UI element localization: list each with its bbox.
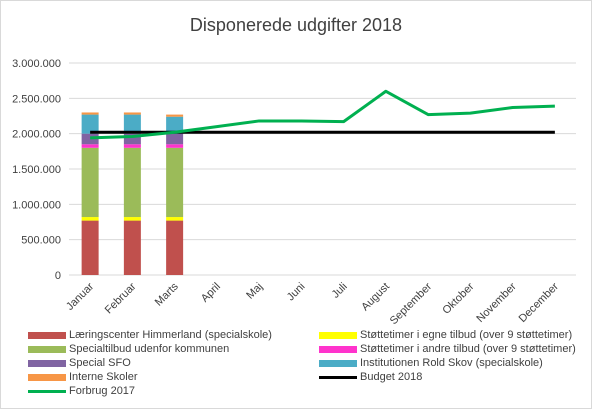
y-tick-label: 1.000.000 xyxy=(12,199,61,211)
bar-segment xyxy=(166,133,184,145)
bar-segment xyxy=(166,220,184,275)
bar-segment xyxy=(81,217,99,221)
chart-title: Disponerede udgifter 2018 xyxy=(189,15,403,35)
bar-segment xyxy=(166,147,184,218)
bar-segment xyxy=(166,217,184,221)
x-tick-label: Marts xyxy=(153,280,181,308)
bar-segment xyxy=(81,112,99,115)
y-tick-label: 1.500.000 xyxy=(12,164,61,176)
bar-segment xyxy=(166,116,184,134)
y-tick-label: 2.000.000 xyxy=(12,129,61,141)
bar-segment xyxy=(81,144,99,148)
y-tick-label: 2.500.000 xyxy=(12,93,61,105)
x-tick-label: Juni xyxy=(285,281,308,304)
bar-segment xyxy=(123,217,141,221)
series-line xyxy=(90,89,555,140)
bar-segment xyxy=(166,114,184,117)
x-tick-label: August xyxy=(359,281,392,314)
bar-segment xyxy=(123,112,141,115)
x-tick-label: December xyxy=(517,280,562,325)
bar-segment xyxy=(166,144,184,148)
bar-segment xyxy=(123,147,141,218)
y-tick-label: 500.000 xyxy=(21,235,61,247)
x-tick-label: April xyxy=(199,281,223,305)
bar-segment xyxy=(123,133,141,145)
x-tick-label: Februar xyxy=(103,280,139,316)
bar-segment xyxy=(123,144,141,148)
bar-segment xyxy=(123,220,141,275)
bar-segment xyxy=(81,133,99,145)
bar-segment xyxy=(81,220,99,275)
y-tick-label: 0 xyxy=(55,270,61,282)
x-tick-label: Januar xyxy=(64,280,97,313)
bar-segment xyxy=(123,114,141,134)
x-tick-label: Maj xyxy=(244,281,265,302)
x-tick-label: November xyxy=(474,280,519,325)
x-tick-label: Oktober xyxy=(440,280,476,316)
bar-segment xyxy=(81,147,99,218)
bar-segment xyxy=(81,114,99,134)
x-tick-label: Juli xyxy=(330,281,350,301)
y-tick-label: 3.000.000 xyxy=(12,58,61,70)
x-tick-label: September xyxy=(388,280,435,327)
